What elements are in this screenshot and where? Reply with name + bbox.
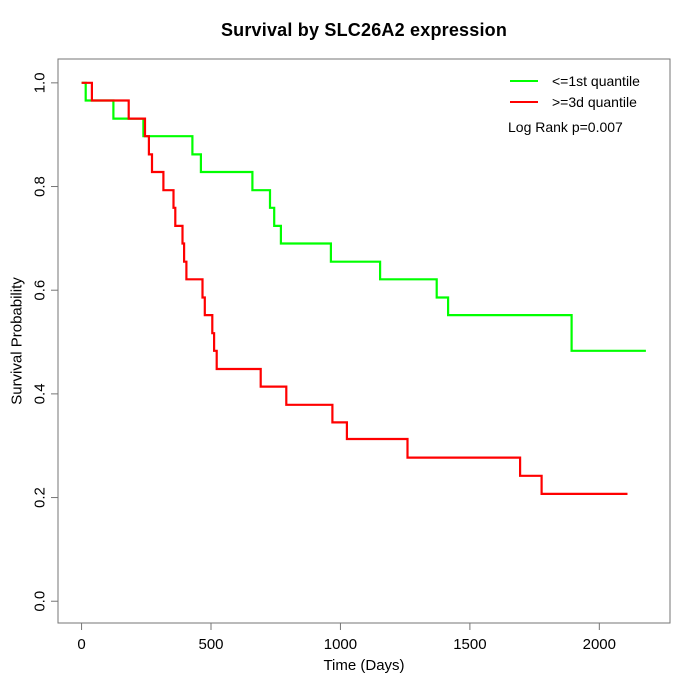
x-tick-label: 1500	[453, 636, 486, 653]
legend-label-3d-quantile: >=3d quantile	[552, 93, 637, 110]
y-axis-label: Survival Probability	[8, 277, 26, 405]
x-tick-label: 2000	[583, 636, 616, 653]
y-tick-label: 0.8	[32, 176, 49, 197]
log-rank-annotation: Log Rank p=0.007	[508, 119, 623, 135]
km-curve-red	[81, 81, 628, 495]
legend-item-3d-quantile: >=3d quantile	[510, 91, 640, 112]
x-axis-label: Time (Days)	[323, 657, 405, 674]
x-tick-label: 1000	[324, 636, 357, 653]
legend-line-red	[510, 100, 538, 103]
x-tick-label: 0	[77, 636, 85, 653]
y-tick-label: 0.0	[32, 591, 49, 612]
legend-item-1st-quantile: <=1st quantile	[510, 70, 640, 91]
x-tick-label: 500	[198, 636, 223, 653]
y-tick-label: 0.2	[32, 487, 49, 508]
chart-title: Survival by SLC26A2 expression	[220, 20, 508, 40]
legend: <=1st quantile >=3d quantile	[510, 70, 640, 112]
y-tick-label: 0.4	[32, 383, 49, 404]
legend-line-green	[510, 79, 538, 82]
legend-label-1st-quantile: <=1st quantile	[552, 72, 640, 89]
y-tick-label: 1.0	[32, 72, 49, 93]
y-tick-label: 0.6	[32, 280, 49, 301]
plot-box	[57, 58, 671, 624]
